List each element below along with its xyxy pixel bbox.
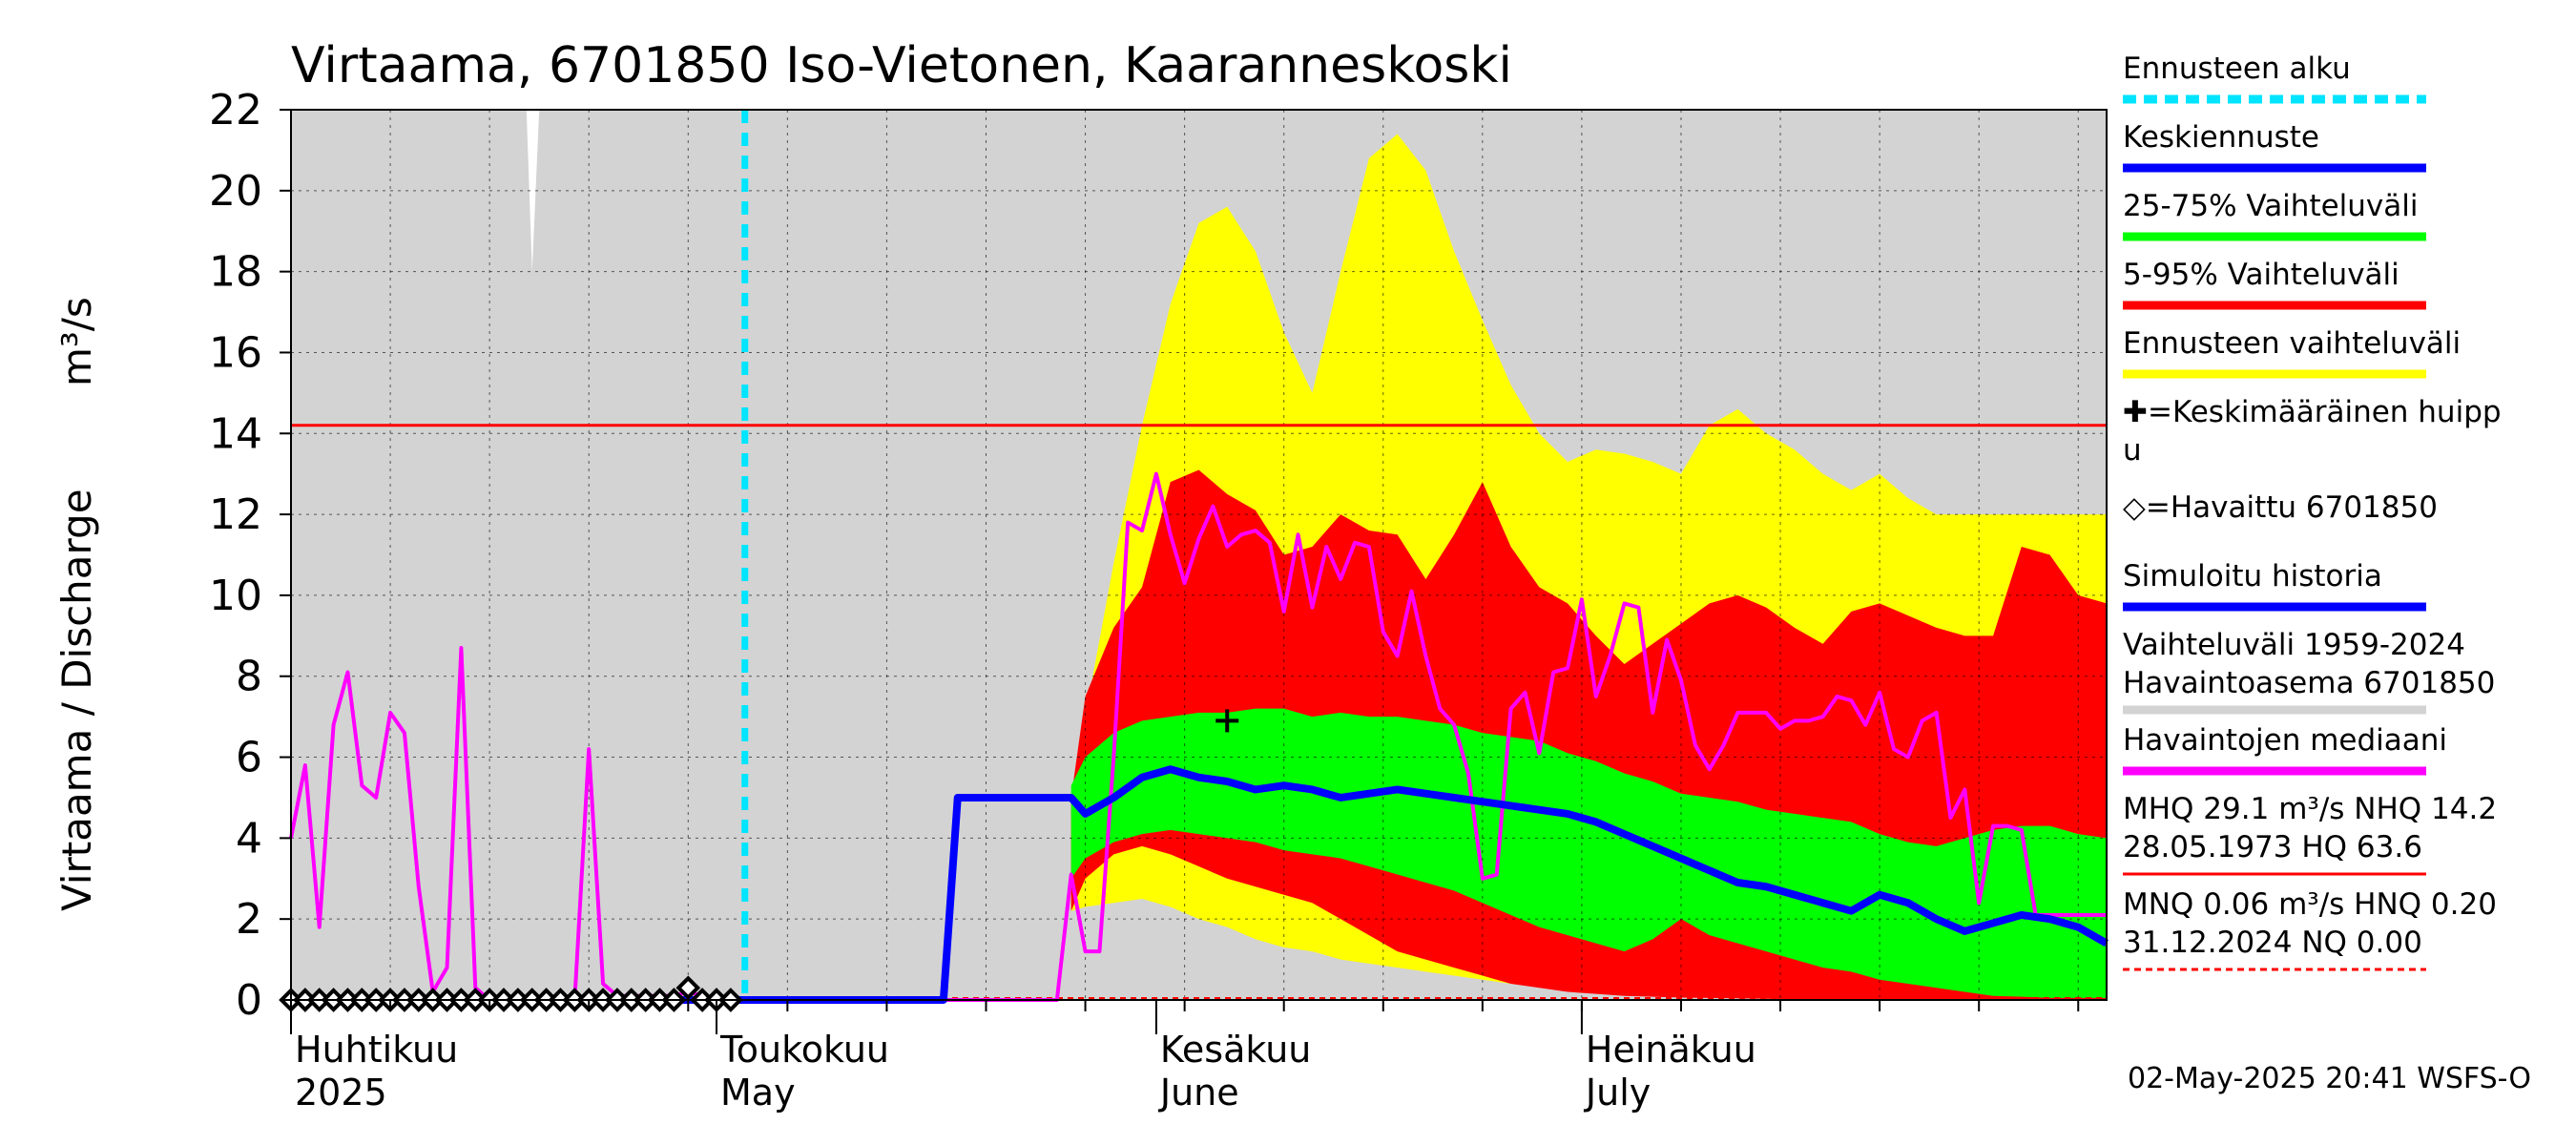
y-tick-label: 18	[209, 248, 262, 297]
plot-area	[279, 109, 2109, 1012]
observed-point	[675, 975, 701, 1001]
band-25-75	[1070, 708, 2107, 998]
legend-label: Ennusteen alku	[2123, 52, 2351, 86]
y-tick-label: 2	[236, 895, 262, 944]
y-tick-label: 8	[236, 653, 262, 701]
legend-label: Vaihteluväli 1959-2024	[2123, 628, 2465, 662]
legend-label: MNQ 0.06 m³/s HNQ 0.20	[2123, 887, 2497, 922]
historical-range-notch	[526, 110, 540, 272]
legend-label: Ennusteen vaihteluväli	[2123, 326, 2461, 361]
footer-timestamp: 02-May-2025 20:41 WSFS-O	[2128, 1062, 2531, 1095]
legend-label: 25-75% Vaihteluväli	[2123, 189, 2419, 223]
month-label-en: July	[1584, 1072, 1651, 1114]
y-tick-label: 14	[209, 409, 262, 458]
legend-label-line2: 31.12.2024 NQ 0.00	[2123, 926, 2422, 960]
month-label-fi: Heinäkuu	[1586, 1029, 1756, 1071]
legend-label: Havaintojen mediaani	[2123, 723, 2447, 758]
y-axis-label: Virtaama / Discharge	[53, 489, 100, 911]
y-tick-label: 6	[236, 734, 262, 782]
mean-peak-marker	[1215, 709, 1239, 733]
legend-label: ✚=Keskimääräinen huipp	[2123, 395, 2502, 429]
mean-forecast-line	[291, 765, 2109, 1004]
legend-label-line2: Havaintoasema 6701850	[2123, 666, 2495, 700]
y-tick-label: 10	[209, 572, 262, 620]
month-label-en: June	[1158, 1072, 1239, 1114]
legend-label-line2: u	[2123, 433, 2142, 468]
month-label-fi: Huhtikuu	[295, 1029, 458, 1071]
legend: Ennusteen alku Keskiennuste 25-75% Vaihtel…	[2123, 52, 2502, 971]
y-tick-label: 12	[209, 490, 262, 539]
legend-label: MHQ 29.1 m³/s NHQ 14.2	[2123, 792, 2497, 826]
y-axis-unit: m³/s	[53, 297, 100, 386]
legend-label: 5-95% Vaihteluväli	[2123, 258, 2399, 292]
legend-label: Keskiennuste	[2123, 120, 2319, 155]
month-label-en: May	[720, 1072, 796, 1114]
chart-title: Virtaama, 6701850 Iso-Vietonen, Kaaranne…	[291, 37, 1512, 94]
y-tick-label: 22	[209, 86, 262, 135]
month-label-en: 2025	[295, 1072, 387, 1114]
y-tick-label: 4	[236, 814, 262, 863]
y-tick-label: 0	[236, 976, 262, 1025]
plot-frame	[290, 109, 2108, 1001]
y-tick-label: 16	[209, 328, 262, 377]
y-tick-label: 20	[209, 167, 262, 216]
legend-label-line2: 28.05.1973 HQ 63.6	[2123, 830, 2422, 864]
month-label-fi: Kesäkuu	[1160, 1029, 1312, 1071]
y-axis-label-group: Virtaama / Discharge m³/s	[53, 297, 100, 911]
legend-label: Simuloitu historia	[2123, 559, 2382, 593]
month-label-fi: Toukokuu	[719, 1029, 889, 1071]
legend-label: ◇=Havaittu 6701850	[2123, 490, 2438, 525]
